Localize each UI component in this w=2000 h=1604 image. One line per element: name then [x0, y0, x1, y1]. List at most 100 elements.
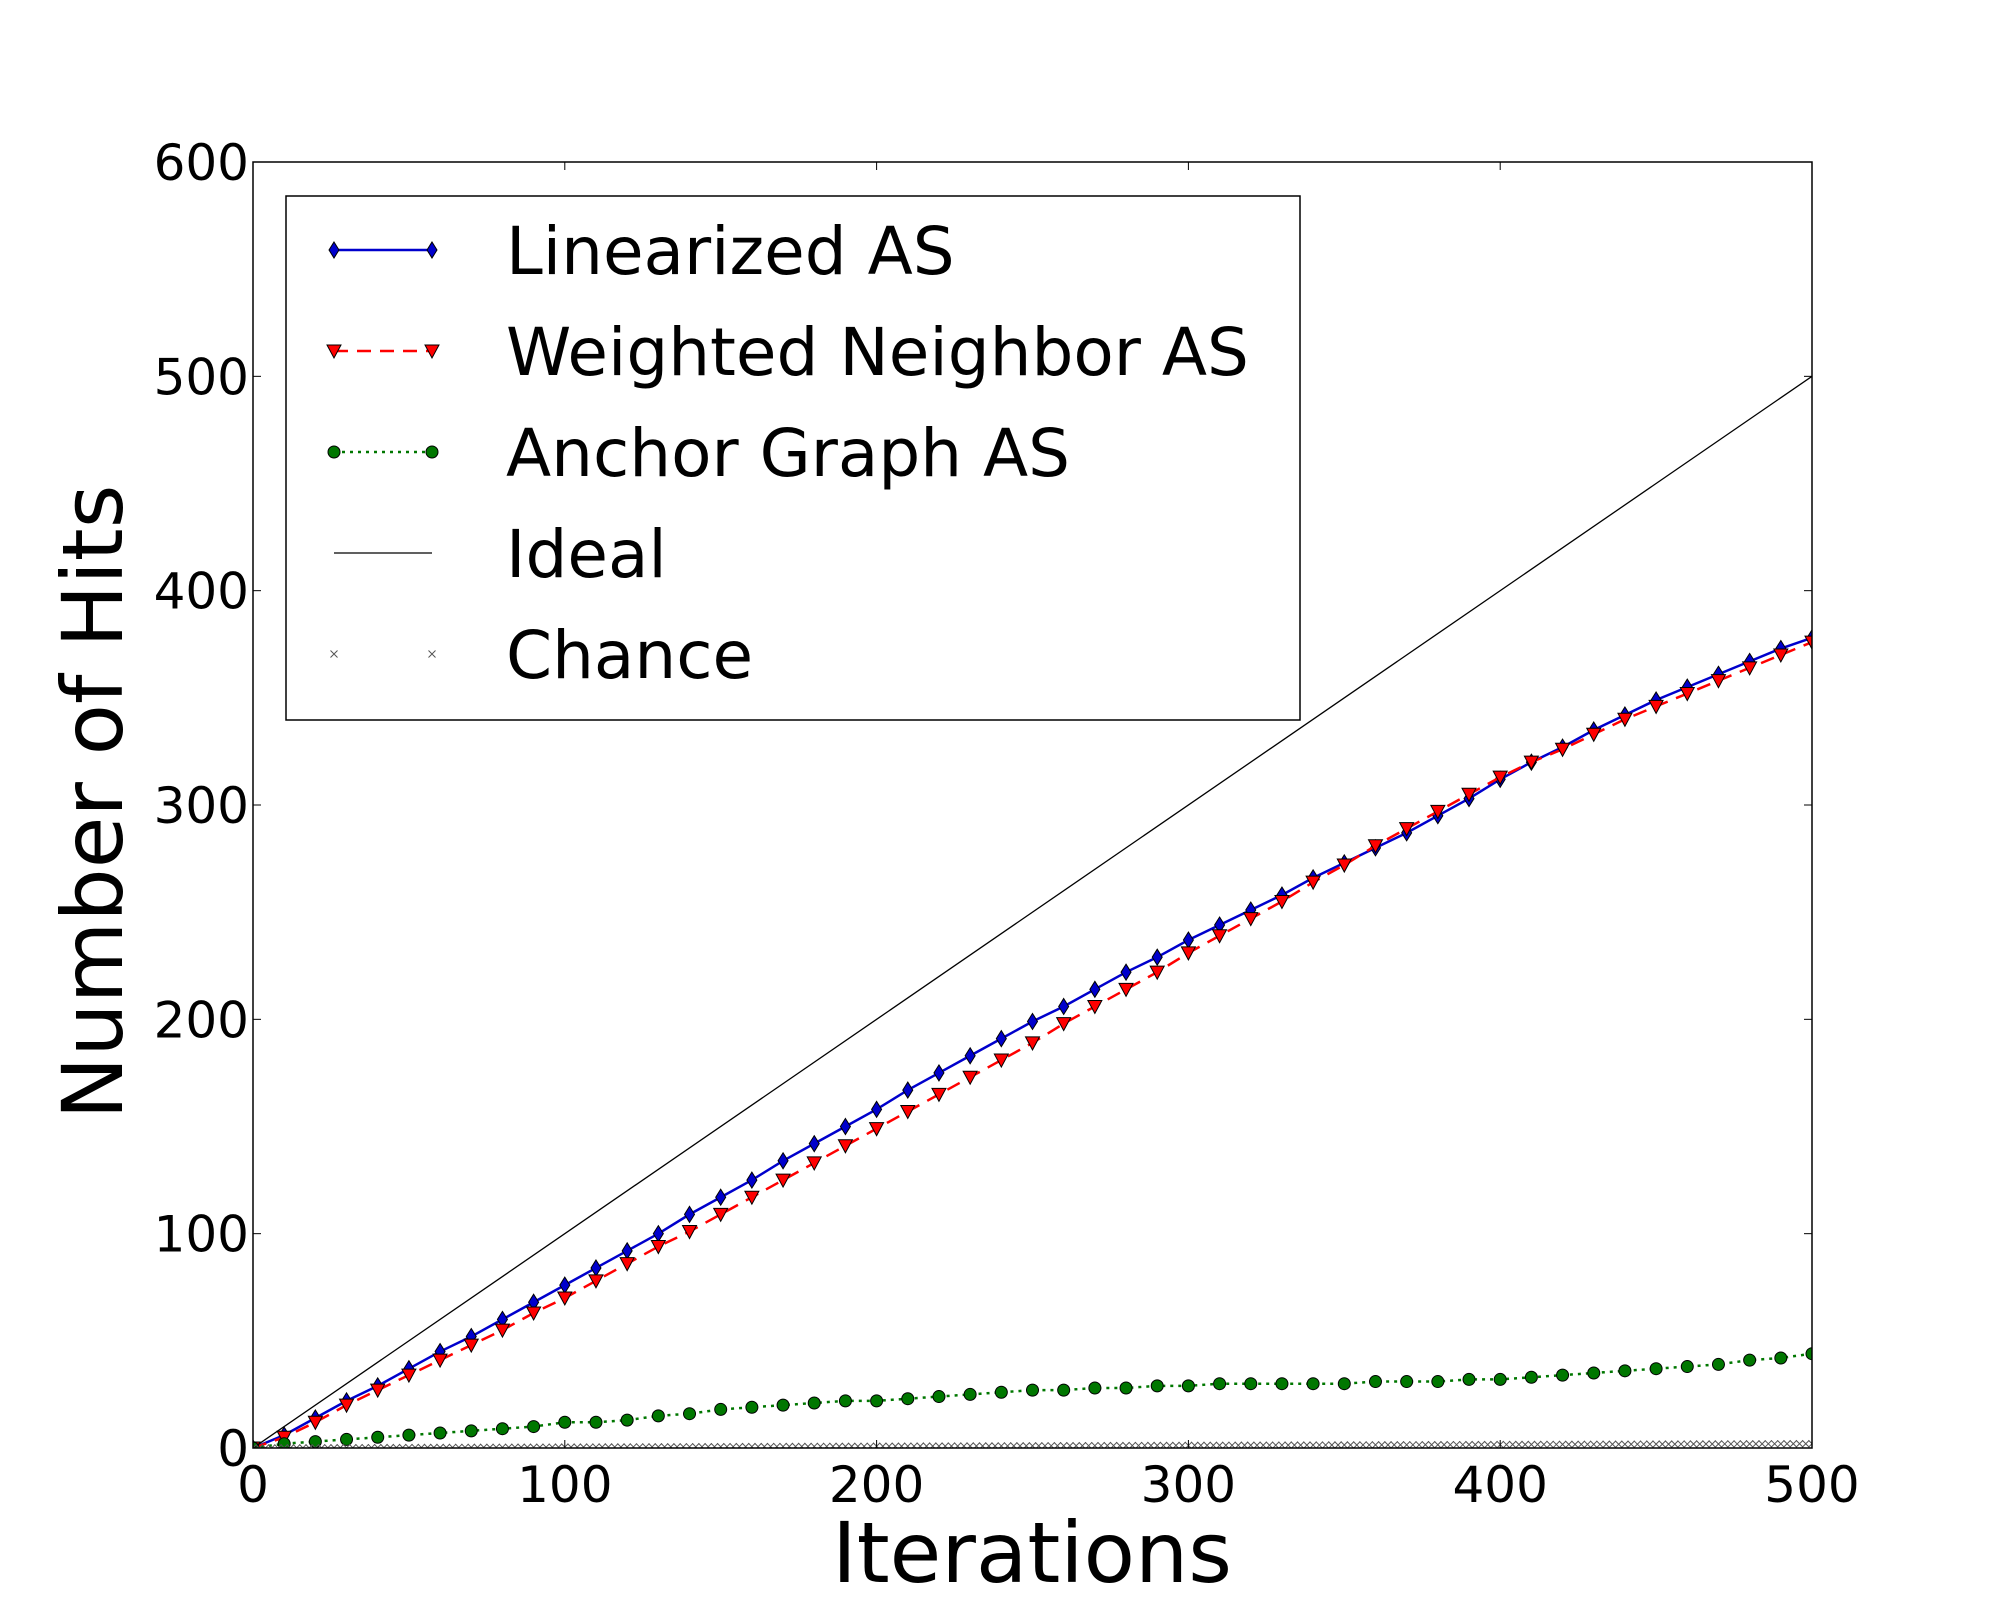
- legend-linearized-as-label: Linearized AS: [506, 213, 955, 290]
- linearized-as-point: [995, 1029, 1007, 1048]
- chance-point: [1440, 1440, 1448, 1448]
- chance-point: [1421, 1440, 1430, 1448]
- anchor-graph-as-point: [340, 1432, 354, 1446]
- anchor-graph-as-point: [1213, 1377, 1227, 1391]
- x-tick-label: 400: [1452, 1456, 1547, 1514]
- chance-point: [1758, 1439, 1766, 1448]
- chance-point: [1465, 1440, 1473, 1448]
- weighted-neighbor-as-point: [1211, 929, 1228, 944]
- chance-point: [735, 1442, 744, 1448]
- chance-point: [1409, 1440, 1417, 1448]
- weighted-neighbor-as-point: [837, 1139, 854, 1154]
- legend-ideal-label: Ideal: [506, 516, 667, 593]
- chance-point: [548, 1443, 557, 1448]
- chance-point: [1458, 1440, 1467, 1448]
- chance-point: [1502, 1440, 1511, 1448]
- weighted-neighbor-as-point: [962, 1070, 978, 1086]
- linearized-as-point: [839, 1117, 852, 1136]
- anchor-graph-as-point: [1337, 1377, 1351, 1391]
- anchor-graph-as-point: [620, 1413, 634, 1427]
- weighted-neighbor-as-point: [1149, 965, 1166, 981]
- weighted-neighbor-as-point: [1367, 839, 1384, 854]
- chance-point: [1633, 1440, 1642, 1448]
- chance-point: [666, 1442, 675, 1448]
- legend-anchor-graph-as-marker: [425, 445, 439, 459]
- weighted-neighbor-as-point: [1461, 787, 1477, 803]
- linearized-as-point: [1089, 980, 1101, 999]
- weighted-neighbor-as-point: [1492, 770, 1509, 786]
- anchor-graph-as-point: [589, 1415, 603, 1429]
- chance-point: [741, 1442, 750, 1448]
- weighted-neighbor-as-point: [1087, 999, 1103, 1015]
- weighted-neighbor-as-point: [307, 1415, 324, 1431]
- chance-point: [860, 1442, 868, 1448]
- chance-point: [1427, 1440, 1436, 1448]
- linearized-as-point: [933, 1063, 945, 1082]
- chance-point: [1515, 1440, 1523, 1448]
- chance-point: [1808, 1439, 1812, 1448]
- x-tick-label: 200: [829, 1456, 924, 1514]
- chance-point: [573, 1443, 582, 1448]
- anchor-graph-as-point: [1057, 1383, 1071, 1397]
- chance-point: [623, 1443, 632, 1448]
- chance-point: [960, 1442, 968, 1448]
- weighted-neighbor-as-point: [775, 1173, 791, 1189]
- weighted-neighbor-as-point: [1274, 894, 1290, 910]
- weighted-neighbor-as-point: [401, 1368, 417, 1384]
- chance-point: [604, 1443, 613, 1448]
- anchor-graph-as-point: [371, 1430, 385, 1444]
- anchor-graph-as-point: [1774, 1351, 1788, 1365]
- anchor-graph-as-point: [1431, 1375, 1445, 1389]
- weighted-neighbor-as-point: [681, 1225, 698, 1240]
- chance-point: [1683, 1440, 1692, 1448]
- weighted-neighbor-as-point: [1055, 1017, 1072, 1032]
- anchor-graph-as-point: [402, 1428, 416, 1442]
- chance-point: [1377, 1441, 1386, 1448]
- chance-point: [1695, 1440, 1704, 1448]
- chance-point: [1034, 1441, 1043, 1448]
- chance-point: [716, 1442, 725, 1448]
- chance-point: [610, 1443, 619, 1448]
- chance-point: [1558, 1440, 1567, 1448]
- linearized-as-point: [621, 1241, 633, 1260]
- chance-point: [679, 1442, 688, 1448]
- chance-point: [1022, 1442, 1031, 1448]
- linearized-as-point: [902, 1081, 914, 1100]
- anchor-graph-as-point: [464, 1424, 478, 1438]
- chance-point: [1733, 1440, 1742, 1448]
- chance-point: [1539, 1440, 1548, 1448]
- anchor-graph-as-point: [776, 1398, 790, 1412]
- y-tick-label: 300: [154, 777, 249, 835]
- chance-point: [1739, 1440, 1748, 1448]
- linearized-as-point: [590, 1259, 602, 1277]
- anchor-graph-as-point: [1368, 1375, 1382, 1389]
- chance-point: [1752, 1440, 1760, 1448]
- chance-point: [1521, 1440, 1529, 1448]
- chance-point: [935, 1442, 943, 1448]
- chance-point: [779, 1442, 787, 1448]
- chance-point: [1471, 1440, 1480, 1448]
- chance-point: [1571, 1440, 1579, 1448]
- anchor-graph-as-point: [1088, 1381, 1102, 1395]
- anchor-graph-as-point: [1400, 1375, 1414, 1389]
- chance-point: [1402, 1440, 1411, 1448]
- weighted-neighbor-as-point: [868, 1122, 885, 1137]
- legend-linearized-as-marker: [328, 241, 340, 259]
- anchor-graph-as-point: [1150, 1379, 1164, 1393]
- legend-weighted-neighbor-as-label: Weighted Neighbor AS: [506, 314, 1249, 391]
- chance-point: [1583, 1440, 1592, 1448]
- weighted-neighbor-as-point: [1523, 755, 1540, 771]
- chance-point: [1677, 1440, 1685, 1448]
- chance-point: [710, 1442, 719, 1448]
- chance-point: [1415, 1440, 1423, 1448]
- weighted-neighbor-as-point: [556, 1291, 573, 1307]
- chance-point: [1714, 1440, 1723, 1448]
- chance-point: [1708, 1440, 1717, 1448]
- weighted-neighbor-as-point: [1180, 946, 1197, 961]
- anchor-graph-as-point: [651, 1409, 665, 1423]
- weighted-neighbor-as-point: [1430, 804, 1446, 820]
- chance-point: [1764, 1439, 1773, 1448]
- chance-point: [1776, 1439, 1785, 1448]
- chance-point: [1003, 1442, 1012, 1448]
- chance-point: [1508, 1440, 1517, 1448]
